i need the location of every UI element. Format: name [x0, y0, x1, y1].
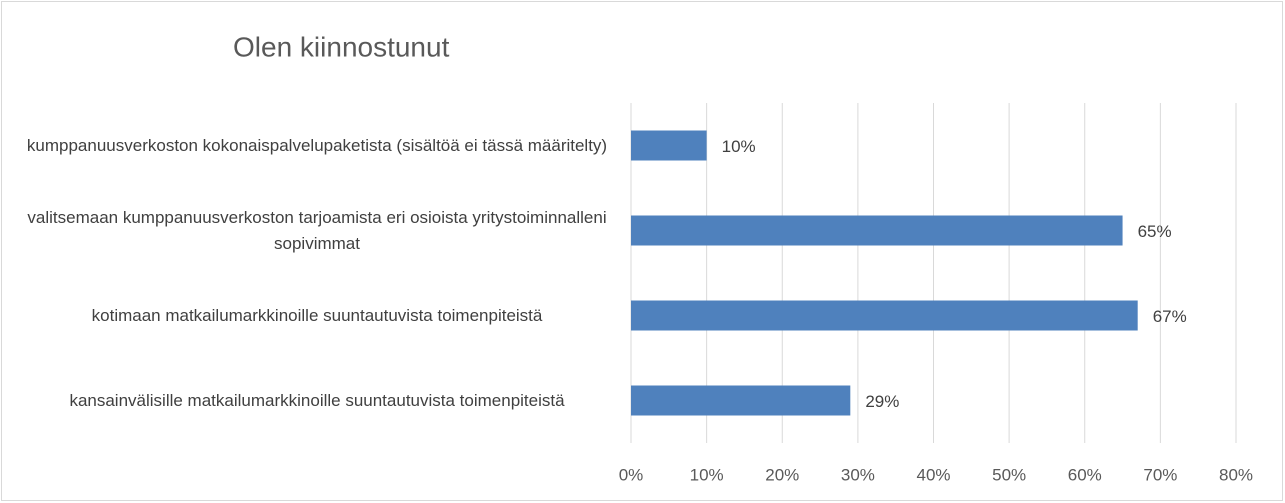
bar	[631, 130, 707, 161]
x-tick-label: 0%	[619, 465, 644, 484]
x-tick-label: 80%	[1219, 465, 1253, 484]
value-label: 29%	[865, 392, 899, 411]
bar	[631, 300, 1138, 331]
value-label: 67%	[1153, 307, 1187, 326]
x-tick-label: 20%	[765, 465, 799, 484]
x-tick-label: 10%	[690, 465, 724, 484]
value-label: 65%	[1138, 222, 1172, 241]
y-tick-label: kansainvälisille matkailumarkkinoille su…	[69, 390, 565, 410]
x-tick-label: 70%	[1143, 465, 1177, 484]
y-tick-label: kotimaan matkailumarkkinoille suuntautuv…	[91, 305, 543, 325]
bar	[631, 215, 1123, 246]
y-tick-label: kumppanuusverkoston kokonaispalvelupaket…	[26, 135, 608, 155]
x-tick-label: 30%	[841, 465, 875, 484]
chart-title: Olen kiinnostunut	[233, 31, 450, 62]
bar	[631, 385, 851, 416]
x-tick-label: 50%	[992, 465, 1026, 484]
y-tick-label: valitsemaan kumppanuusverkoston tarjoami…	[27, 207, 607, 253]
value-label: 10%	[722, 137, 756, 156]
x-tick-label: 40%	[916, 465, 950, 484]
x-tick-label: 60%	[1068, 465, 1102, 484]
